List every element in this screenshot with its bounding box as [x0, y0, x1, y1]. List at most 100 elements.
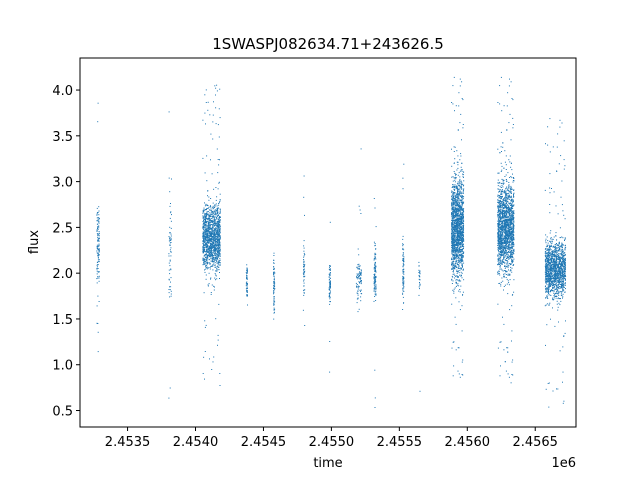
data-point	[456, 250, 458, 252]
data-point	[214, 209, 216, 211]
data-point	[207, 240, 209, 242]
data-point	[451, 222, 452, 224]
data-point	[457, 234, 459, 236]
data-point	[375, 281, 376, 283]
data-point	[207, 224, 209, 226]
data-point	[461, 202, 463, 203]
data-point	[457, 181, 459, 183]
data-point	[208, 224, 210, 226]
data-point	[459, 182, 461, 184]
data-point	[456, 200, 458, 202]
data-point	[461, 219, 463, 221]
data-point	[504, 243, 506, 244]
data-point	[303, 266, 305, 268]
data-point	[209, 219, 211, 221]
data-point	[507, 229, 509, 231]
data-point	[209, 233, 211, 234]
data-point	[98, 254, 100, 256]
data-point	[245, 283, 247, 285]
data-point	[304, 254, 306, 255]
data-point	[505, 266, 507, 268]
data-point	[502, 224, 503, 226]
data-point	[451, 216, 453, 218]
data-point	[509, 177, 511, 178]
data-point	[219, 224, 221, 226]
data-point	[210, 234, 211, 236]
data-point	[217, 234, 219, 236]
data-point	[210, 159, 211, 161]
data-point	[459, 309, 461, 311]
data-point	[459, 210, 461, 211]
data-point	[206, 264, 208, 266]
data-point	[500, 162, 502, 164]
data-point	[207, 262, 209, 264]
data-point	[498, 234, 500, 236]
data-point	[208, 226, 209, 228]
data-point	[170, 240, 172, 241]
data-point	[273, 298, 275, 300]
data-point	[497, 303, 499, 305]
data-point	[202, 237, 204, 239]
data-point	[462, 239, 464, 241]
data-point	[217, 251, 219, 253]
data-point	[503, 226, 505, 228]
data-point	[456, 247, 458, 249]
data-point	[402, 275, 404, 277]
data-point	[216, 235, 218, 237]
data-point	[461, 275, 462, 277]
data-point	[510, 240, 512, 242]
data-point	[513, 190, 515, 191]
data-point	[214, 239, 216, 241]
data-point	[206, 262, 208, 264]
data-point	[509, 235, 511, 237]
data-point	[358, 308, 360, 310]
data-point	[419, 272, 420, 274]
data-point	[215, 255, 217, 257]
data-point	[218, 248, 220, 250]
data-point	[451, 176, 453, 178]
data-point	[509, 238, 511, 240]
data-point	[504, 231, 506, 233]
data-point	[98, 220, 100, 222]
data-point	[211, 254, 213, 256]
data-point	[202, 249, 204, 251]
data-point	[505, 191, 507, 192]
data-point	[451, 241, 453, 243]
data-point	[374, 280, 376, 282]
data-point	[98, 206, 100, 208]
data-point	[97, 121, 99, 123]
data-point	[510, 217, 511, 219]
data-point	[212, 242, 214, 244]
data-point	[207, 237, 209, 239]
data-point	[505, 240, 507, 242]
data-point	[215, 212, 217, 214]
data-point	[207, 218, 209, 219]
data-point	[374, 264, 376, 266]
data-point	[456, 258, 458, 259]
data-point	[463, 256, 464, 258]
data-point	[507, 211, 509, 213]
data-point	[356, 266, 358, 268]
data-point	[461, 207, 463, 209]
data-point	[506, 220, 508, 222]
data-point	[245, 272, 247, 273]
data-point	[462, 252, 464, 254]
data-point	[273, 284, 275, 286]
data-point	[457, 196, 459, 198]
data-point	[374, 269, 376, 271]
data-point	[210, 278, 211, 280]
data-point	[451, 303, 453, 305]
data-point	[461, 184, 462, 186]
data-point	[506, 229, 508, 231]
data-point	[456, 210, 458, 212]
data-point	[375, 293, 377, 295]
data-point	[204, 223, 206, 225]
data-point	[460, 220, 462, 222]
data-point	[462, 237, 464, 239]
data-point	[462, 260, 464, 262]
data-point	[373, 290, 375, 292]
data-point	[458, 259, 460, 261]
data-point	[505, 221, 507, 223]
data-point	[461, 238, 463, 239]
data-point	[511, 212, 513, 214]
